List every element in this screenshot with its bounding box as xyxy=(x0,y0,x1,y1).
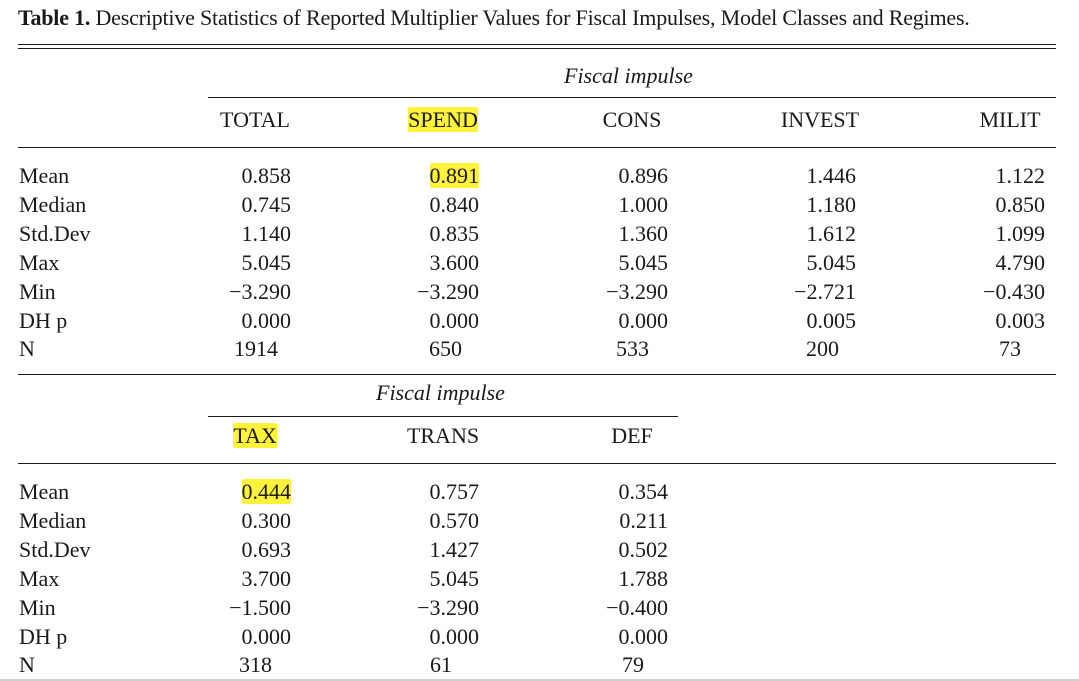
panel1-cell: 0.003 xyxy=(995,308,1046,333)
panel2-cell: 1.788 xyxy=(618,566,669,591)
panel2-row-label-dhp: DH p xyxy=(19,624,68,649)
panel1-cell: 1.446 xyxy=(806,163,857,188)
panel1-cell: 1.360 xyxy=(618,221,669,246)
panel2-col-header-def: DEF xyxy=(611,423,653,448)
panel2-cell: 1.427 xyxy=(429,537,480,562)
panel1-cell: 1.099 xyxy=(995,221,1046,246)
panel1-cell: 0.000 xyxy=(429,308,480,333)
panel1-row-label-max: Max xyxy=(19,250,60,275)
panel2-cell: 3.700 xyxy=(241,566,292,591)
panel1-cell: 3.600 xyxy=(429,250,480,275)
panel2-group-rule xyxy=(208,416,678,418)
panel1-cell: 0.835 xyxy=(429,221,480,246)
panel1-cell: 0.005 xyxy=(806,308,857,333)
panel2-cell: −3.290 xyxy=(417,595,479,620)
panel1-cell-highlighted: 0.891 xyxy=(429,163,479,189)
panel1-cell: −2.721 xyxy=(794,279,856,304)
panel1-cell: 5.045 xyxy=(806,250,857,275)
panel2-row-label-stddev: Std.Dev xyxy=(19,537,91,562)
panel1-cell: 1.612 xyxy=(806,221,857,246)
panel1-cell: 200 xyxy=(806,336,839,361)
panel1-cell: 0.896 xyxy=(618,163,669,188)
panel1-cell: 1.180 xyxy=(806,192,857,217)
panel1-cell: 0.840 xyxy=(429,192,480,217)
panel2-cell-highlighted: 0.444 xyxy=(241,479,291,505)
panel2-group-header: Fiscal impulse xyxy=(376,380,505,405)
panel1-cell: 4.790 xyxy=(995,250,1046,275)
panel1-col-header-spend: SPEND xyxy=(388,107,498,133)
panel1-row-label-min: Min xyxy=(19,279,56,304)
table-caption-text: Descriptive Statistics of Reported Multi… xyxy=(95,5,970,30)
panel1-col-header-invest: INVEST xyxy=(780,107,860,132)
panel1-cell: 5.045 xyxy=(241,250,292,275)
panel1-cell: 533 xyxy=(616,336,649,361)
panel1-col-header-milit: MILIT xyxy=(979,107,1041,132)
panel2-header-rule xyxy=(18,463,1056,465)
panel2-row-label-median: Median xyxy=(19,508,87,533)
panel2-cell: 0.000 xyxy=(429,624,480,649)
panel2-cell: 0.300 xyxy=(241,508,292,533)
panel2-cell: 0.000 xyxy=(618,624,669,649)
panel2-col-header-trans: TRANS xyxy=(406,423,480,448)
panel1-spend-mean-highlight: 0.891 xyxy=(429,163,479,188)
panel1-cell: −3.290 xyxy=(606,279,668,304)
panel1-row-label-median: Median xyxy=(19,192,87,217)
panel2-cell: −0.400 xyxy=(606,595,668,620)
panel2-cell: 0.000 xyxy=(241,624,292,649)
panel1-cell: 0.745 xyxy=(241,192,292,217)
panel2-cell: −1.500 xyxy=(229,595,291,620)
panel2-cell: 0.757 xyxy=(429,479,480,504)
page-bottom-edge xyxy=(0,679,1079,681)
panel1-cell: 1.000 xyxy=(618,192,669,217)
panel2-cell: 0.693 xyxy=(241,537,292,562)
panel1-group-rule xyxy=(208,97,1056,99)
panel1-cell: −3.290 xyxy=(417,279,479,304)
panel1-col-header-spend-text: SPEND xyxy=(408,107,478,132)
top-rule-1 xyxy=(18,44,1056,46)
panel2-row-label-min: Min xyxy=(19,595,56,620)
panel1-cell: 650 xyxy=(429,336,462,361)
panel1-row-label-mean: Mean xyxy=(19,163,70,188)
panel1-cell: −3.290 xyxy=(229,279,291,304)
table-caption: Table 1. Descriptive Statistics of Repor… xyxy=(18,5,970,31)
panel2-cell: 318 xyxy=(239,652,272,677)
panel2-cell: 61 xyxy=(430,652,452,677)
panel2-cell: 0.354 xyxy=(618,479,669,504)
panel1-cell: 5.045 xyxy=(618,250,669,275)
panel1-cell: 1.140 xyxy=(241,221,292,246)
panel1-cell: 73 xyxy=(999,336,1021,361)
panel1-col-header-total: TOTAL xyxy=(220,107,290,132)
panel2-col-header-tax-text: TAX xyxy=(233,423,277,448)
panel1-cell: 0.858 xyxy=(241,163,292,188)
panel2-tax-mean-highlight: 0.444 xyxy=(241,479,291,504)
panel1-cell: 0.850 xyxy=(995,192,1046,217)
panel2-cell: 0.570 xyxy=(429,508,480,533)
table-caption-label: Table 1. xyxy=(18,5,91,30)
panel1-row-label-dhp: DH p xyxy=(19,308,68,333)
panel1-header-rule xyxy=(18,147,1056,149)
panel1-cell: 1914 xyxy=(234,336,278,361)
panel2-cell: 5.045 xyxy=(429,566,480,591)
panel1-bottom-rule xyxy=(18,374,1056,376)
panel2-cell: 0.211 xyxy=(619,508,668,533)
panel1-row-label-stddev: Std.Dev xyxy=(19,221,91,246)
panel2-row-label-max: Max xyxy=(19,566,60,591)
panel1-cell: 0.000 xyxy=(618,308,669,333)
panel2-cell: 0.502 xyxy=(618,537,669,562)
panel1-cell: 0.000 xyxy=(241,308,292,333)
panel2-cell: 79 xyxy=(622,652,644,677)
panel1-row-label-n: N xyxy=(19,336,35,361)
panel2-row-label-mean: Mean xyxy=(19,479,70,504)
top-rule-2 xyxy=(18,48,1056,50)
panel2-col-header-tax: TAX xyxy=(200,423,310,449)
panel1-cell: 1.122 xyxy=(995,163,1046,188)
panel2-row-label-n: N xyxy=(19,652,35,677)
panel1-group-header: Fiscal impulse xyxy=(564,63,693,88)
panel1-cell: −0.430 xyxy=(983,279,1045,304)
panel1-col-header-cons: CONS xyxy=(602,107,662,132)
